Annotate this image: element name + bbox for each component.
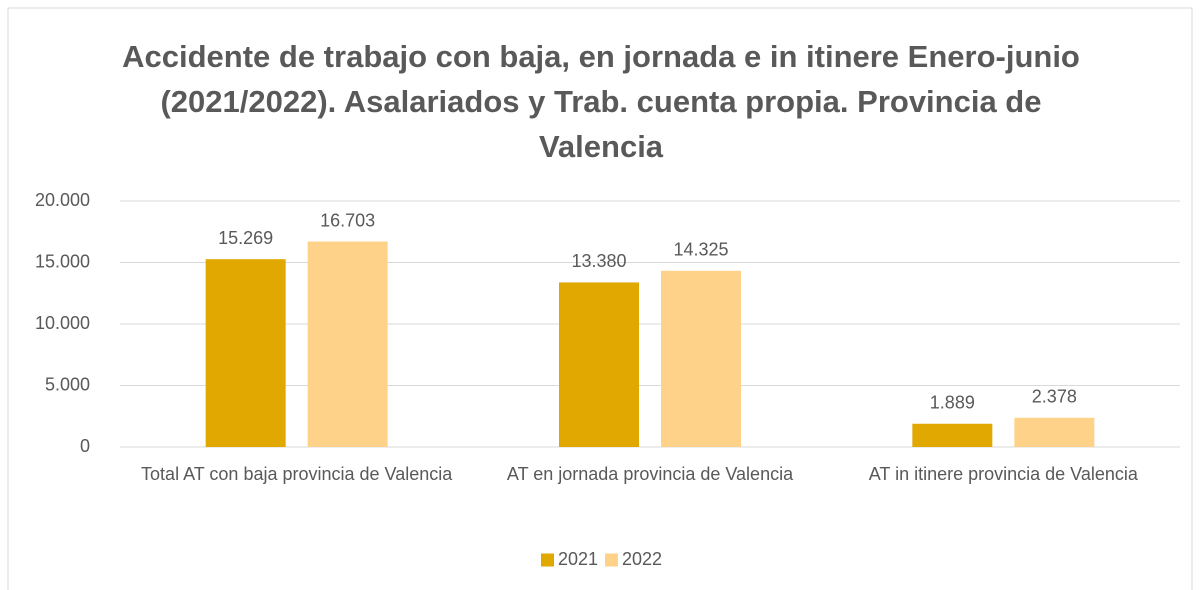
x-tick-label: AT in itinere provincia de Valencia <box>868 464 1138 484</box>
data-label: 15.269 <box>218 228 273 248</box>
x-tick-label: Total AT con baja provincia de Valencia <box>141 464 453 484</box>
data-label: 2.378 <box>1032 387 1077 407</box>
legend-swatch <box>541 553 554 567</box>
y-tick-label: 5.000 <box>45 374 90 394</box>
x-tick-label: AT en jornada provincia de Valencia <box>506 464 794 484</box>
bar <box>559 282 639 447</box>
data-label: 13.380 <box>571 251 626 271</box>
y-tick-label: 0 <box>80 436 90 456</box>
legend-swatch <box>605 553 618 567</box>
legend-label: 2022 <box>622 549 662 569</box>
bar <box>307 241 388 447</box>
bar <box>1014 417 1095 447</box>
y-tick-label: 15.000 <box>35 251 90 271</box>
bar <box>205 259 286 447</box>
data-label: 14.325 <box>673 240 728 260</box>
bar <box>661 270 741 447</box>
legend-label: 2021 <box>558 549 598 569</box>
y-tick-label: 10.000 <box>35 313 90 333</box>
chart-border <box>7 7 1193 590</box>
data-label: 16.703 <box>320 210 375 230</box>
y-tick-label: 20.000 <box>35 190 90 210</box>
bar <box>912 423 993 447</box>
data-label: 1.889 <box>930 393 975 413</box>
chart-title: Accidente de trabajo con baja, en jornad… <box>122 39 1080 164</box>
